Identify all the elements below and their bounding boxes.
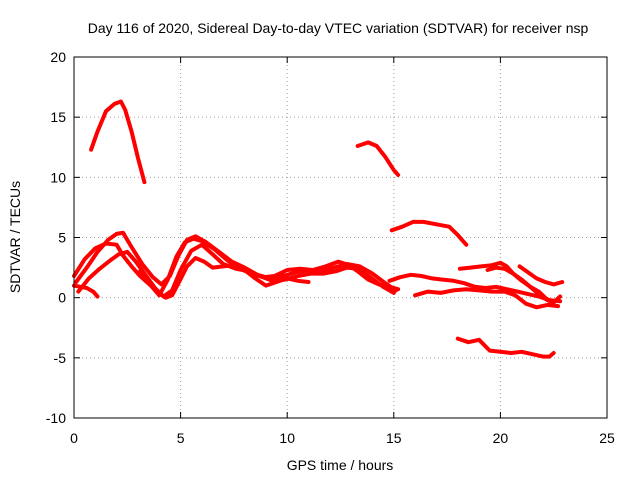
y-tick-label: 5 bbox=[58, 230, 66, 246]
series-line-arc-1 bbox=[89, 99, 147, 185]
series-line-arc-10 bbox=[387, 272, 563, 304]
series-line-arc-7 bbox=[74, 230, 398, 293]
x-tick-label: 15 bbox=[386, 430, 402, 446]
series-layer bbox=[72, 99, 565, 359]
x-tick-label: 0 bbox=[70, 430, 78, 446]
plot-frame bbox=[73, 56, 608, 419]
series-line-arc-4 bbox=[455, 336, 556, 359]
y-tick-label: 0 bbox=[58, 290, 66, 306]
chart-title: Day 116 of 2020, Sidereal Day-to-day VTE… bbox=[88, 20, 589, 36]
y-tick-label: 15 bbox=[50, 109, 66, 125]
grid-layer bbox=[74, 57, 607, 418]
series-line-arc-9 bbox=[138, 256, 311, 300]
series-line-arc-3 bbox=[389, 219, 469, 247]
y-tick-label: -10 bbox=[46, 410, 66, 426]
series-line-arc-8 bbox=[76, 242, 396, 299]
x-tick-label: 5 bbox=[177, 430, 185, 446]
series-line-arc-2 bbox=[355, 140, 401, 177]
y-tick-label: -5 bbox=[54, 350, 67, 366]
series-line-arc-5 bbox=[72, 283, 100, 299]
series-line-arc-14 bbox=[517, 264, 565, 287]
x-axis-label: GPS time / hours bbox=[287, 457, 394, 473]
y-tick-label: 10 bbox=[50, 169, 66, 185]
series-line-arc-11 bbox=[413, 287, 560, 310]
x-tick-label: 10 bbox=[279, 430, 295, 446]
y-tick-label: 20 bbox=[50, 49, 66, 65]
x-tick-label: 25 bbox=[599, 430, 615, 446]
series-line-arc-13 bbox=[485, 265, 563, 305]
tick-layer: 0 5 10 15 20 25 -10 -5 0 5 10 15 20 bbox=[46, 49, 615, 446]
x-tick-label: 20 bbox=[493, 430, 509, 446]
y-axis-label: SDTVAR / TECUs bbox=[7, 181, 23, 293]
